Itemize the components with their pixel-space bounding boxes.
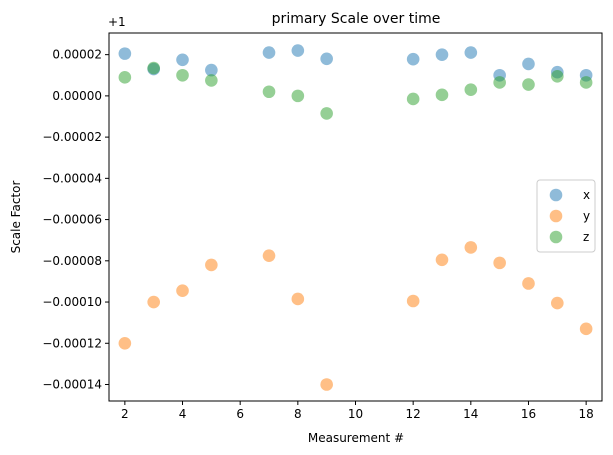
chart-title: primary Scale over time (272, 11, 441, 27)
point-z-0 (118, 71, 132, 84)
x-tick-label: 14 (463, 407, 478, 421)
point-z-8 (435, 88, 449, 102)
legend-marker-y (549, 209, 563, 223)
y-tick-label: −0.00002 (42, 130, 102, 144)
y-tick-label: 0.00000 (52, 89, 102, 103)
point-y-1 (147, 295, 160, 309)
point-y-5 (291, 292, 305, 306)
y-offset-text: +1 (108, 15, 126, 29)
point-x-5 (291, 44, 305, 57)
point-y-3 (205, 258, 218, 272)
legend-label-z: z (583, 230, 589, 244)
point-x-8 (435, 48, 449, 61)
point-x-0 (118, 47, 132, 60)
point-x-2 (176, 53, 189, 67)
y-tick-label: −0.00010 (42, 295, 102, 309)
point-x-6 (320, 52, 333, 66)
point-z-11 (522, 78, 535, 91)
point-y-11 (522, 277, 535, 290)
point-z-7 (406, 92, 420, 106)
x-tick-label: 6 (236, 407, 244, 421)
point-x-11 (522, 57, 535, 71)
point-z-3 (205, 74, 218, 87)
point-z-1 (147, 61, 160, 75)
point-y-7 (406, 294, 420, 308)
series-y (118, 241, 593, 391)
legend-label-y: y (583, 209, 590, 223)
x-axis-label: Measurement # (308, 431, 404, 445)
x-tick-label: 16 (521, 407, 536, 421)
x-tick-label: 4 (179, 407, 187, 421)
point-z-12 (551, 69, 564, 83)
point-y-12 (551, 296, 564, 310)
legend-label-x: x (583, 188, 590, 202)
y-axis: 0.00002 0.00000 −0.00002 −0.00004 −0.00006 −0… (42, 48, 109, 392)
point-x-7 (406, 52, 420, 66)
point-y-10 (493, 256, 506, 270)
point-x-4 (262, 46, 276, 59)
point-z-5 (291, 89, 305, 103)
series-z (118, 61, 593, 120)
point-y-4 (262, 249, 276, 262)
x-axis: 2 4 6 8 10 12 14 16 18 (121, 401, 594, 421)
point-z-2 (176, 68, 189, 82)
series-x (118, 44, 593, 82)
point-y-9 (464, 241, 478, 254)
y-axis-label: Scale Factor (9, 181, 23, 254)
y-tick-label: −0.00004 (42, 171, 102, 185)
point-y-13 (579, 322, 593, 336)
legend: xyz (536, 179, 596, 253)
plot-area (118, 44, 593, 391)
point-z-13 (579, 76, 593, 89)
x-tick-label: 12 (406, 407, 421, 421)
x-tick-label: 2 (121, 407, 129, 421)
y-tick-label: −0.00006 (42, 213, 102, 227)
point-z-4 (262, 85, 276, 99)
point-x-3 (205, 63, 218, 77)
point-y-0 (118, 336, 132, 350)
point-z-10 (493, 76, 506, 89)
point-z-6 (320, 107, 333, 120)
point-z-9 (464, 83, 478, 96)
point-y-6 (320, 378, 333, 391)
y-tick-label: −0.00008 (42, 254, 102, 268)
y-tick-label: 0.00002 (52, 48, 102, 62)
point-x-9 (464, 46, 478, 59)
x-tick-label: 10 (348, 407, 363, 421)
point-y-8 (435, 253, 449, 267)
legend-marker-x (549, 188, 563, 202)
y-tick-label: −0.00012 (42, 336, 102, 350)
point-y-2 (176, 284, 189, 298)
y-tick-label: −0.00014 (42, 378, 102, 392)
x-tick-label: 8 (294, 407, 302, 421)
legend-marker-z (549, 230, 563, 244)
x-tick-label: 18 (579, 407, 594, 421)
